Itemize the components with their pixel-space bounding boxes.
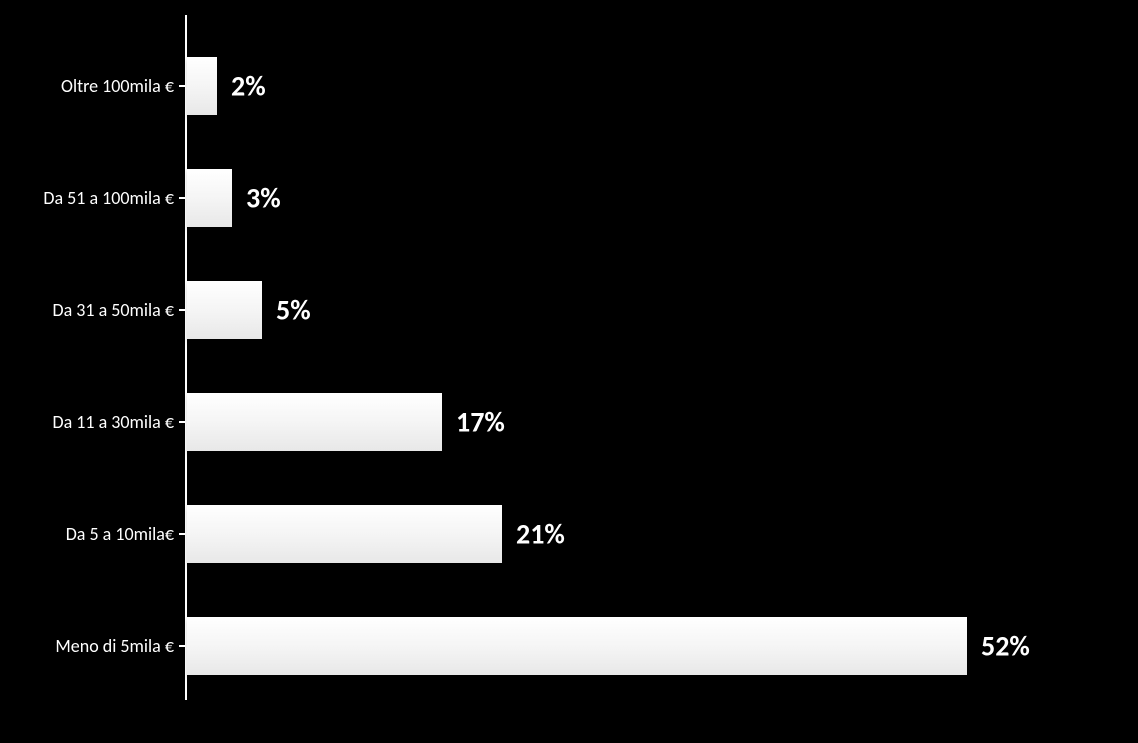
category-label: Da 51 a 100mila €: [4, 187, 174, 209]
axis-tick: [179, 309, 185, 311]
value-label: 52%: [981, 629, 1030, 664]
bar-chart: Oltre 100mila € 2% Da 51 a 100mila € 3% …: [185, 15, 1115, 730]
axis-tick: [179, 533, 185, 535]
bar-rect: [187, 281, 262, 339]
y-axis-line: [185, 15, 187, 700]
category-label: Oltre 100mila €: [4, 75, 174, 97]
value-label: 3%: [246, 181, 281, 216]
axis-tick: [179, 645, 185, 647]
bar-rect: [187, 617, 967, 675]
bar-rect: [187, 505, 502, 563]
axis-tick: [179, 421, 185, 423]
category-label: Da 31 a 50mila €: [4, 299, 174, 321]
value-label: 21%: [516, 517, 565, 552]
bar-rect: [187, 169, 232, 227]
axis-tick: [179, 197, 185, 199]
value-label: 2%: [231, 69, 266, 104]
value-label: 17%: [456, 405, 505, 440]
category-label: Meno di 5mila €: [4, 635, 174, 657]
bar-rect: [187, 393, 442, 451]
bar-rect: [187, 57, 217, 115]
category-label: Da 11 a 30mila €: [4, 411, 174, 433]
value-label: 5%: [276, 293, 311, 328]
category-label: Da 5 a 10mila€: [4, 523, 174, 545]
axis-tick: [179, 85, 185, 87]
